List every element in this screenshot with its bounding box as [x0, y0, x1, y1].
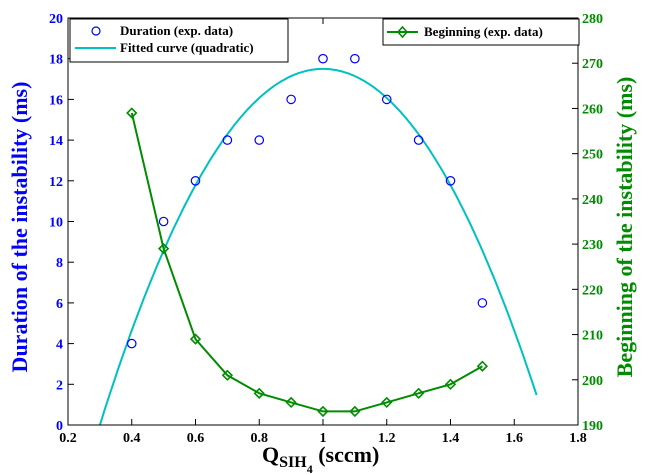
y-right-tick-label: 210	[582, 329, 603, 344]
legend-left: Duration (exp. data) Fitted curve (quadr…	[69, 18, 289, 63]
beginning-point	[476, 360, 489, 372]
y-right-tick-label: 230	[582, 238, 603, 253]
y-left-tick-label: 8	[56, 256, 63, 271]
beginning-series-line	[130, 112, 483, 413]
x-tick-label: 0.8	[251, 431, 269, 446]
beginning-point	[189, 333, 202, 345]
y-left-tick-label: 18	[49, 53, 63, 68]
x-axis-ticks: 0.2 0.4 0.6 0.8 1 1.2 1.4 1.6 1.8	[59, 18, 587, 446]
legend-duration-marker	[91, 26, 101, 36]
plot-series	[98, 53, 538, 426]
y-right-tick-label: 240	[582, 193, 603, 208]
legend-fit-label: Fitted curve (quadratic)	[120, 40, 254, 55]
duration-point	[222, 135, 233, 145]
legend-duration-label: Duration (exp. data)	[120, 23, 233, 38]
y-left-tick-label: 20	[49, 12, 63, 27]
duration-point	[126, 338, 137, 349]
x-tick-label: 0.6	[187, 431, 205, 446]
legend-left-box	[69, 18, 289, 63]
x-tick-label: 1.4	[442, 431, 460, 446]
y-left-tick-label: 16	[49, 93, 63, 108]
beginning-point	[444, 378, 457, 390]
x-tick-label: 1.8	[569, 431, 587, 446]
x-axis-label: QSIH4 (sccm)	[262, 442, 379, 474]
duration-point	[318, 53, 328, 64]
duration-point	[381, 94, 392, 105]
beginning-point	[285, 396, 297, 409]
fitted-curve-line	[98, 67, 538, 426]
y-right-tick-label: 220	[582, 283, 603, 298]
beginning-point	[349, 405, 361, 418]
duration-point	[350, 53, 360, 64]
y-right-tick-label: 190	[582, 419, 603, 434]
y-right-tick-label: 280	[582, 12, 603, 27]
plot-frame	[67, 17, 579, 426]
y-left-tick-label: 12	[49, 175, 63, 190]
x-tick-label: 1.2	[378, 431, 396, 446]
duration-point	[413, 135, 424, 145]
x-axis-label-sub1: SIH	[279, 454, 307, 471]
y-left-tick-label: 0	[56, 419, 63, 434]
duration-point	[445, 176, 456, 186]
y-left-tick-label: 14	[49, 134, 63, 149]
duration-point	[158, 216, 169, 227]
x-tick-label: 0.4	[123, 431, 141, 446]
y-left-tick-label: 10	[49, 216, 63, 231]
beginning-point	[221, 369, 234, 381]
x-axis-label-unit: (sccm)	[313, 442, 380, 467]
y-right-axis-label: Beginning of the instability (ms)	[612, 77, 637, 378]
y-left-tick-label: 6	[56, 297, 63, 312]
duration-point	[190, 176, 201, 186]
beginning-point	[412, 387, 425, 399]
y-right-axis-ticks: 190 200 210 220 230 240 250 260 270 280	[572, 12, 603, 434]
beginning-point	[253, 387, 265, 399]
x-axis-label-main: Q	[262, 442, 279, 467]
y-right-tick-label: 260	[582, 102, 603, 117]
x-tick-label: 0.2	[59, 431, 77, 446]
beginning-point	[381, 396, 393, 409]
x-tick-label: 1	[320, 431, 327, 446]
duration-point	[286, 94, 296, 105]
beginning-point	[126, 107, 138, 119]
beginning-point	[317, 405, 329, 418]
y-left-tick-label: 2	[56, 378, 63, 393]
legend-right: Beginning (exp. data)	[382, 18, 580, 46]
y-left-axis-ticks: 0 2 4 6 8 10 12 14 16 18 20	[49, 12, 74, 434]
legend-beginning-label: Beginning (exp. data)	[424, 24, 543, 39]
duration-point	[254, 135, 265, 145]
y-right-tick-label: 250	[582, 148, 603, 163]
y-right-tick-label: 270	[582, 57, 603, 72]
y-right-tick-label: 200	[582, 374, 603, 389]
x-axis-label-sub2: 4	[307, 462, 313, 474]
legend-beginning-marker	[396, 25, 409, 39]
y-left-tick-label: 4	[56, 338, 63, 353]
y-left-axis-label: Duration of the instability (ms)	[7, 82, 32, 373]
beginning-point	[157, 243, 170, 255]
duration-point	[477, 298, 488, 308]
x-tick-label: 1.6	[506, 431, 524, 446]
